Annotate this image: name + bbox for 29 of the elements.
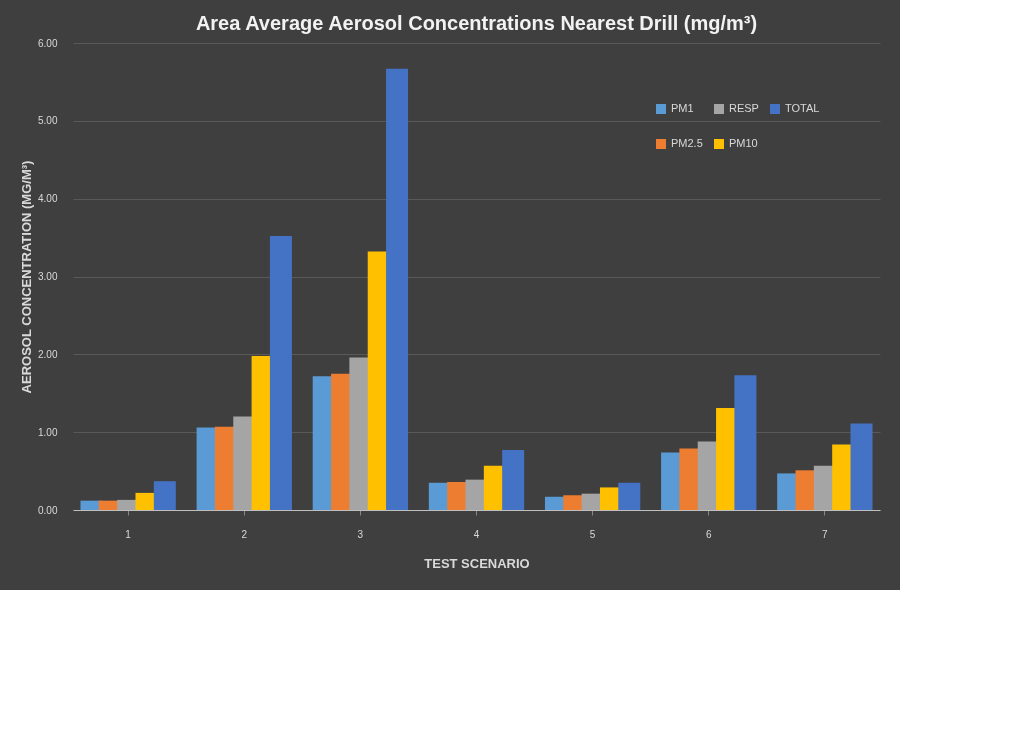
x-tick-label: 2 bbox=[241, 528, 248, 540]
y-tick-label: 6.00 bbox=[38, 37, 58, 49]
bar bbox=[153, 481, 176, 510]
legend-label: PM1 bbox=[671, 102, 694, 114]
x-tick-label: 5 bbox=[589, 528, 596, 540]
y-tick-label: 0.00 bbox=[38, 504, 58, 516]
legend-label: PM10 bbox=[729, 137, 758, 149]
legend-label: RESP bbox=[729, 102, 759, 114]
y-tick-label: 3.00 bbox=[38, 271, 58, 282]
bar bbox=[618, 482, 641, 510]
y-tick-label: 5.00 bbox=[38, 115, 58, 127]
x-tick-label: 1 bbox=[125, 528, 132, 540]
x-tick-label: 3 bbox=[357, 528, 364, 540]
bar bbox=[850, 423, 873, 510]
chart-title: Area Average Aerosol Concentrations Nearest Drill (mg/m³) bbox=[195, 12, 758, 34]
x-tick-label: 6 bbox=[705, 528, 712, 540]
legend-label: PM2.5 bbox=[671, 137, 703, 149]
y-axis-title: AEROSOL CONCENTRATION (MG/M³) bbox=[19, 160, 35, 394]
bar bbox=[734, 375, 757, 510]
x-tick-label: 7 bbox=[822, 528, 829, 540]
y-tick-label: 4.00 bbox=[38, 193, 58, 205]
bar bbox=[386, 68, 409, 510]
x-axis-title: TEST SCENARIO bbox=[424, 555, 530, 571]
bar bbox=[269, 236, 292, 510]
y-tick-label: 2.00 bbox=[38, 348, 58, 360]
bar bbox=[502, 450, 525, 510]
y-tick-label: 1.00 bbox=[38, 426, 58, 438]
legend-label: TOTAL bbox=[785, 102, 820, 114]
x-tick-label: 4 bbox=[473, 528, 480, 540]
